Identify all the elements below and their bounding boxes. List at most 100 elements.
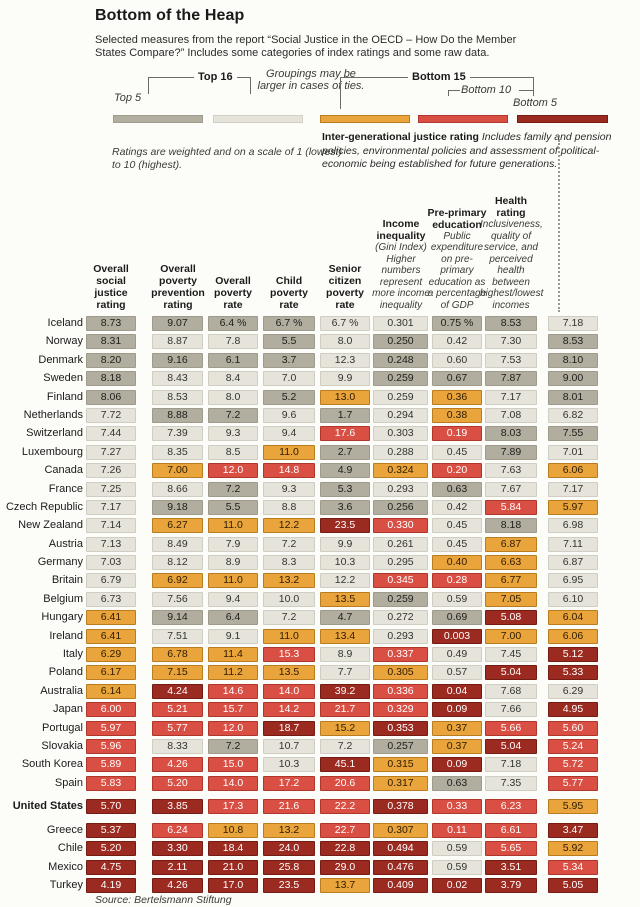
country-label: France [48, 482, 83, 495]
table-cell: 8.49 [152, 536, 203, 552]
table-cell: 8.01 [548, 389, 598, 405]
table-cell: 8.88 [152, 407, 203, 423]
table-rows: Iceland 8.73 9.07 6.4 % 6.7 % 6.7 % 0.301 0.75 … [0, 316, 640, 897]
table-cell: 0.259 [373, 371, 428, 387]
table-cell: 14.6 [208, 683, 258, 699]
table-row: Italy 6.29 6.78 11.4 15.3 8.9 0.337 0.49 7.45 5.1… [0, 647, 640, 663]
table-cell: 7.68 [485, 683, 537, 699]
table-cell: 4.19 [86, 878, 136, 894]
table-row: Austria 7.13 8.49 7.9 7.2 9.9 0.261 0.45 6.87 7.1… [0, 536, 640, 552]
table-cell: 3.6 [320, 499, 370, 515]
table-cell: 7.2 [263, 536, 315, 552]
table-cell: 0.345 [373, 573, 428, 589]
legend-bar-bottom15 [320, 115, 410, 123]
table-cell: 9.07 [152, 316, 203, 331]
table-cell: 13.4 [320, 628, 370, 644]
table-cell: 8.66 [152, 481, 203, 497]
table-cell: 6.7 % [320, 316, 370, 331]
page-subtitle: Selected measures from the report “Socia… [95, 34, 517, 59]
legend-top16-label: Top 16 [194, 71, 237, 83]
table-cell: 6.87 [485, 536, 537, 552]
bottom15-bracket-line-left [340, 77, 410, 78]
table-cell: 4.24 [152, 683, 203, 699]
table-cell: 5.95 [548, 799, 598, 815]
table-cell: 8.53 [152, 389, 203, 405]
table-cell: 22.7 [320, 823, 370, 839]
table-row: Finland 8.06 8.53 8.0 5.2 13.0 0.259 0.36 7.17 8.… [0, 389, 640, 405]
table-cell: 0.324 [373, 463, 428, 479]
table-cell: 7.7 [320, 665, 370, 681]
table-cell: 25.8 [263, 859, 315, 875]
table-cell: 0.353 [373, 720, 428, 736]
table-cell: 3.85 [152, 799, 203, 815]
table-cell: 7.00 [152, 463, 203, 479]
table-cell: 0.09 [432, 757, 482, 773]
table-cell: 6.4 [208, 610, 258, 626]
table-row: Netherlands 7.72 8.88 7.2 9.6 1.7 0.294 0.38 7.0… [0, 407, 640, 423]
top16-bracket-drop-left [148, 77, 149, 94]
table-cell: 0.303 [373, 426, 428, 442]
country-label: Norway [45, 335, 83, 348]
table-cell: 8.18 [86, 371, 136, 387]
table-row: Australia 6.14 4.24 14.6 14.0 39.2 0.336 0.04 7.… [0, 683, 640, 699]
table-row: Czech Republic 7.17 9.18 5.5 8.8 3.6 0.256 0.42… [0, 499, 640, 515]
table-cell: 0.293 [373, 481, 428, 497]
table-cell: 7.2 [208, 407, 258, 423]
page-title: Bottom of the Heap [95, 7, 245, 24]
table-cell: 6.41 [86, 610, 136, 626]
table-cell: 29.0 [320, 859, 370, 875]
country-label: Czech Republic [5, 500, 83, 513]
table-cell: 15.7 [208, 702, 258, 718]
country-label: New Zealand [18, 519, 83, 532]
table-cell: 12.3 [320, 352, 370, 368]
country-label: Finland [46, 390, 83, 403]
table-cell: 12.0 [208, 720, 258, 736]
table-cell: 5.34 [548, 859, 598, 875]
table-cell: 12.2 [320, 573, 370, 589]
table-cell: 7.2 [208, 738, 258, 754]
table-cell: 0.261 [373, 536, 428, 552]
table-row: Iceland 8.73 9.07 6.4 % 6.7 % 6.7 % 0.301 0.75 … [0, 316, 640, 331]
table-cell: 5.5 [263, 334, 315, 350]
ratings-scale-note: Ratings are weighted and on a scale of 1… [112, 146, 342, 171]
table-cell: 9.14 [152, 610, 203, 626]
table-cell: 7.11 [548, 536, 598, 552]
table-cell: 7.66 [485, 702, 537, 718]
table-row: Britain 6.79 6.92 11.0 13.2 12.2 0.345 0.28 6.77… [0, 573, 640, 589]
table-cell: 22.8 [320, 841, 370, 857]
table-cell: 5.77 [152, 720, 203, 736]
table-cell: 17.6 [320, 426, 370, 442]
table-cell: 11.2 [208, 665, 258, 681]
table-cell: 0.59 [432, 841, 482, 857]
table-cell: 7.18 [485, 757, 537, 773]
table-cell: 5.21 [152, 702, 203, 718]
table-cell: 0.28 [432, 573, 482, 589]
table-cell: 9.16 [152, 352, 203, 368]
table-cell: 12.2 [263, 518, 315, 534]
table-cell: 8.53 [548, 334, 598, 350]
column-header-income-inequality: Income inequality (Gini Index) Higher nu… [372, 218, 430, 311]
table-cell: 2.7 [320, 444, 370, 460]
table-row: Turkey 4.19 4.26 17.0 23.5 13.7 0.409 0.02 3.79 5… [0, 878, 640, 894]
column-header-health-rating: Health rating Inclusiveness, quality of … [480, 195, 544, 311]
column-header-child-poverty: Child poverty rate [270, 275, 308, 311]
table-cell: 6.17 [86, 665, 136, 681]
table-cell: 13.5 [320, 591, 370, 607]
table-cell: 5.70 [86, 799, 136, 815]
table-cell: 7.35 [485, 775, 537, 791]
table-cell: 13.7 [320, 878, 370, 894]
table-cell: 3.79 [485, 878, 537, 894]
table-cell: 17.0 [208, 878, 258, 894]
table-cell: 0.37 [432, 738, 482, 754]
table-cell: 13.2 [263, 573, 315, 589]
table-cell: 7.44 [86, 426, 136, 442]
table-cell: 6.73 [86, 591, 136, 607]
table-cell: 7.0 [263, 371, 315, 387]
table-cell: 5.65 [485, 841, 537, 857]
table-cell: 15.3 [263, 647, 315, 663]
table-cell: 8.53 [485, 316, 537, 331]
table-cell: 24.0 [263, 841, 315, 857]
table-cell: 8.8 [263, 499, 315, 515]
country-label: Iceland [47, 317, 83, 329]
table-cell: 21.6 [263, 799, 315, 815]
